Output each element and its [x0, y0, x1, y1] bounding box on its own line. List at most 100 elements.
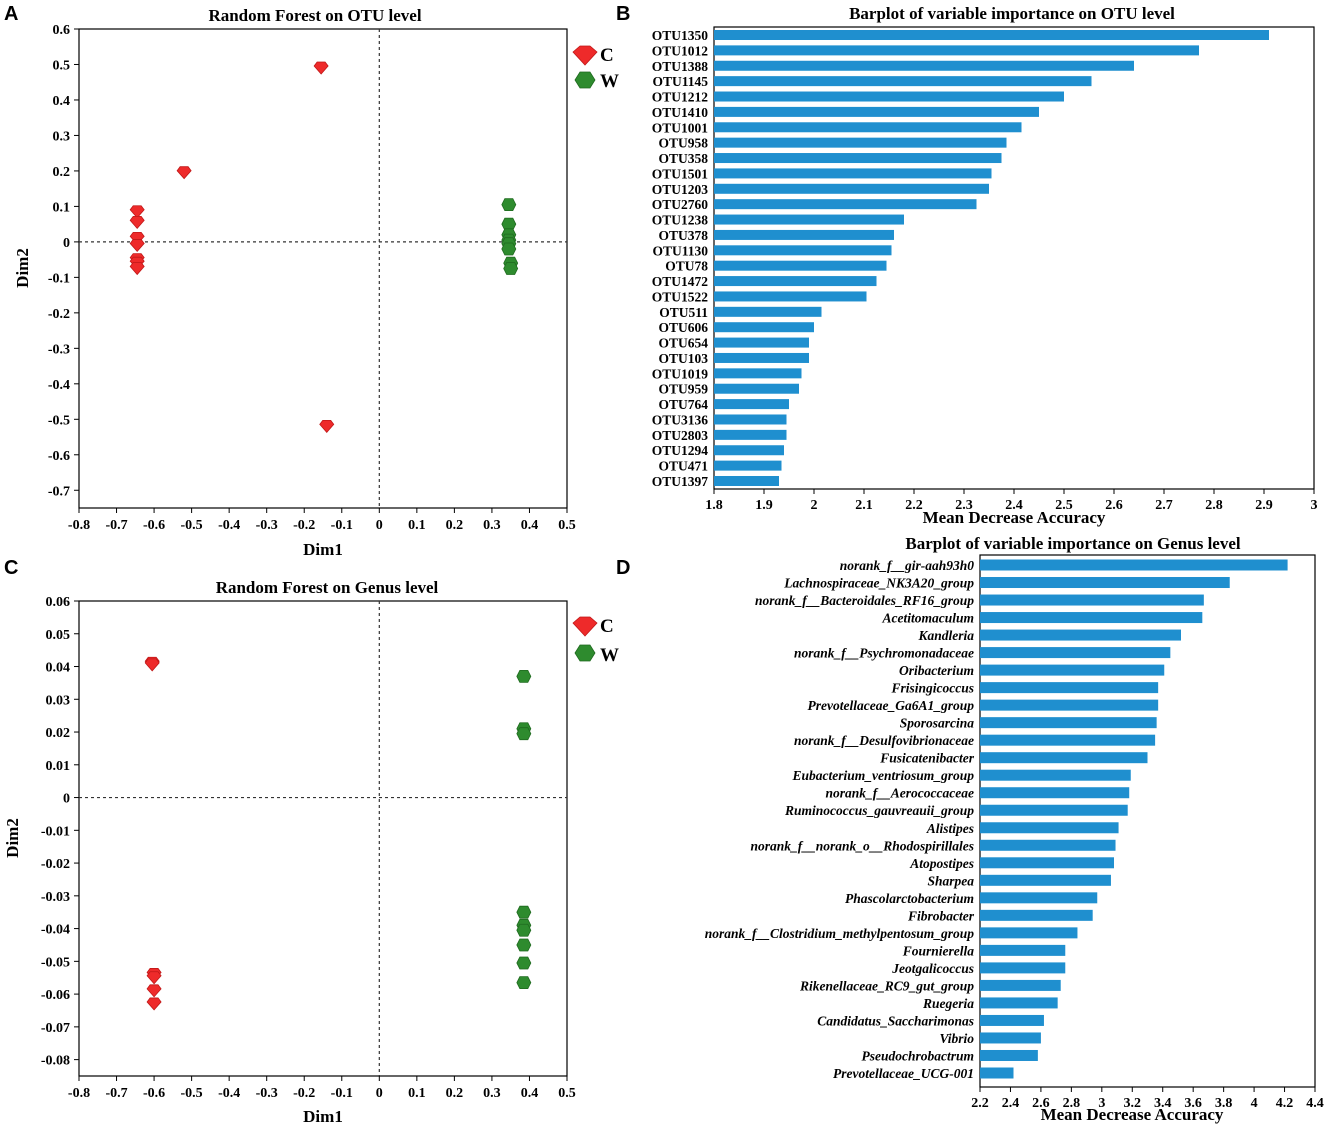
y-tick-label: 0.2: [53, 165, 71, 180]
point-c: [313, 61, 329, 75]
bar: [714, 368, 802, 379]
x-tick-label: 2.2: [905, 498, 923, 513]
bar: [714, 45, 1199, 56]
category-label: Alistipes: [926, 821, 974, 836]
bar: [980, 647, 1171, 659]
category-label: norank_f__Aerococcaceae: [826, 786, 974, 801]
x-tick-label: -0.5: [181, 518, 203, 533]
chart-title: Barplot of variable importance on Genus …: [905, 534, 1241, 553]
category-label: OTU1350: [652, 28, 709, 43]
plot-frame: [979, 554, 1316, 1088]
x-tick-label: 4.4: [1306, 1096, 1324, 1111]
bar: [980, 1067, 1014, 1079]
bar: [714, 322, 814, 333]
y-tick-label: 0: [63, 792, 70, 807]
x-tick-label: 2.4: [1005, 498, 1023, 513]
category-label: OTU1522: [652, 289, 709, 304]
category-label: OTU1212: [652, 90, 709, 105]
x-tick-label: 0: [376, 1086, 383, 1101]
x-tick-label: -0.5: [181, 1086, 203, 1101]
bar: [980, 752, 1148, 764]
bar: [714, 60, 1134, 71]
x-tick-label: 3.6: [1184, 1096, 1202, 1111]
point-c: [129, 239, 145, 253]
x-axis-label: Mean Decrease Accuracy: [1041, 1105, 1224, 1124]
y-tick-label: 0.05: [46, 628, 71, 643]
x-tick-label: -0.1: [331, 518, 353, 533]
category-label: OTU2803: [652, 428, 709, 443]
x-tick-label: 2.4: [1002, 1096, 1020, 1111]
bar: [714, 168, 992, 179]
category-label: Fournierella: [902, 943, 975, 958]
bar: [714, 245, 892, 256]
x-tick-label: 0.1: [408, 1086, 426, 1101]
category-label: norank_f__Psychromonadaceae: [794, 646, 974, 661]
plot-frame: [78, 600, 568, 1077]
category-label: OTU103: [658, 351, 708, 366]
bar: [714, 183, 989, 194]
category-label: Frisingicoccus: [890, 681, 974, 696]
point-c: [146, 997, 162, 1011]
bar: [980, 699, 1159, 711]
category-label: Ruegeria: [922, 996, 974, 1011]
category-label: OTU471: [658, 459, 708, 474]
point-c: [176, 166, 192, 180]
panel-label-c: C: [4, 557, 18, 579]
x-tick-label: 3: [1311, 498, 1318, 513]
category-label: Kandleria: [917, 628, 974, 643]
y-tick-label: -0.6: [48, 449, 70, 464]
x-axis-label: Dim1: [303, 540, 343, 559]
category-label: Eubacterium_ventriosum_group: [791, 768, 974, 783]
x-tick-label: -0.8: [68, 1086, 90, 1101]
category-label: OTU358: [658, 151, 708, 166]
point-w: [516, 956, 532, 970]
bar: [980, 874, 1111, 886]
y-tick-label: -0.1: [48, 271, 70, 286]
y-tick-label: 0.1: [53, 200, 71, 215]
category-label: OTU1019: [652, 366, 709, 381]
x-tick-label: 0.1: [408, 518, 426, 533]
point-w: [516, 727, 532, 741]
category-label: OTU1410: [652, 105, 709, 120]
category-label: Sporosarcina: [900, 716, 975, 731]
bar: [714, 260, 887, 271]
bar: [714, 153, 1002, 164]
x-tick-label: 2.1: [855, 498, 873, 513]
x-tick-label: 0.3: [483, 1086, 501, 1101]
bar: [980, 979, 1061, 991]
bar: [980, 594, 1204, 606]
x-tick-label: 2.8: [1205, 498, 1223, 513]
bar: [980, 682, 1159, 694]
x-tick-label: 3.2: [1124, 1096, 1142, 1111]
category-label: OTU511: [659, 305, 708, 320]
point-c: [129, 205, 145, 219]
x-tick-label: 3.4: [1154, 1096, 1172, 1111]
x-axis-label: Dim1: [303, 1107, 343, 1126]
category-label: OTU2760: [652, 197, 709, 212]
category-label: norank_f__Desulfovibrionaceae: [794, 733, 974, 748]
bar: [714, 445, 784, 456]
x-tick-label: 3: [1098, 1096, 1105, 1111]
y-tick-label: 0.03: [46, 693, 71, 708]
category-label: Atopostipes: [909, 856, 974, 871]
bar: [980, 577, 1230, 589]
y-tick-label: -0.01: [41, 824, 70, 839]
plot-frame: [78, 28, 568, 509]
x-tick-label: 2.3: [955, 498, 973, 513]
x-tick-label: -0.7: [105, 1086, 127, 1101]
panel-label-a: A: [4, 3, 18, 25]
bar: [980, 892, 1098, 904]
y-tick-label: 0.6: [53, 23, 71, 38]
chart-title: Random Forest on OTU level: [208, 6, 421, 25]
y-axis-label: Dim2: [13, 248, 32, 288]
y-tick-label: -0.2: [48, 307, 70, 322]
bar: [714, 214, 904, 225]
bar: [980, 927, 1078, 939]
x-tick-label: -0.4: [218, 518, 240, 533]
category-label: OTU606: [658, 320, 708, 335]
point-w: [516, 923, 532, 937]
y-tick-label: 0.01: [46, 759, 71, 774]
x-tick-label: -0.1: [331, 1086, 353, 1101]
legend-label-c: C: [600, 45, 614, 66]
bar: [714, 306, 822, 317]
